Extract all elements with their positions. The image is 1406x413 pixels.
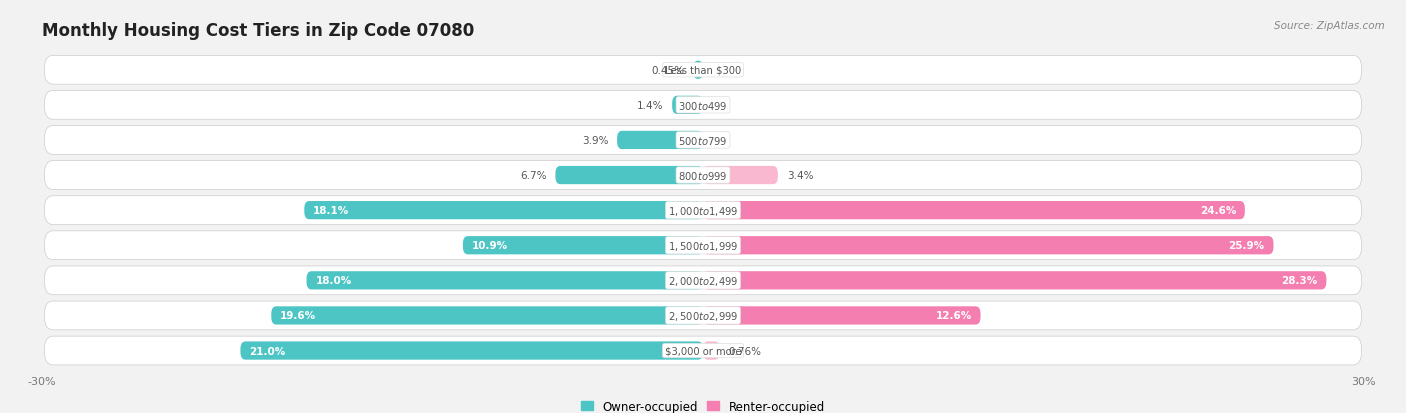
FancyBboxPatch shape — [703, 306, 980, 325]
Text: 25.9%: 25.9% — [1229, 241, 1264, 251]
FancyBboxPatch shape — [304, 202, 703, 220]
Text: 3.4%: 3.4% — [787, 171, 813, 180]
Text: Source: ZipAtlas.com: Source: ZipAtlas.com — [1274, 21, 1385, 31]
FancyBboxPatch shape — [45, 161, 1361, 190]
FancyBboxPatch shape — [45, 301, 1361, 330]
FancyBboxPatch shape — [555, 166, 703, 185]
Text: Less than $300: Less than $300 — [665, 66, 741, 76]
FancyBboxPatch shape — [45, 126, 1361, 155]
FancyBboxPatch shape — [703, 237, 1274, 255]
Text: 24.6%: 24.6% — [1199, 206, 1236, 216]
FancyBboxPatch shape — [240, 342, 703, 360]
Text: $3,000 or more: $3,000 or more — [665, 346, 741, 356]
Text: 12.6%: 12.6% — [935, 311, 972, 320]
Text: 10.9%: 10.9% — [471, 241, 508, 251]
Text: 19.6%: 19.6% — [280, 311, 316, 320]
FancyBboxPatch shape — [703, 272, 1326, 290]
Text: 0.76%: 0.76% — [728, 346, 762, 356]
Text: 3.9%: 3.9% — [582, 135, 609, 146]
Text: $1,000 to $1,499: $1,000 to $1,499 — [668, 204, 738, 217]
FancyBboxPatch shape — [45, 91, 1361, 120]
FancyBboxPatch shape — [703, 202, 1244, 220]
Legend: Owner-occupied, Renter-occupied: Owner-occupied, Renter-occupied — [576, 395, 830, 413]
Text: 18.0%: 18.0% — [315, 275, 352, 286]
FancyBboxPatch shape — [672, 97, 703, 115]
Text: $300 to $499: $300 to $499 — [678, 100, 728, 112]
Text: $1,500 to $1,999: $1,500 to $1,999 — [668, 239, 738, 252]
FancyBboxPatch shape — [307, 272, 703, 290]
Text: 28.3%: 28.3% — [1281, 275, 1317, 286]
FancyBboxPatch shape — [703, 342, 720, 360]
Text: $800 to $999: $800 to $999 — [678, 170, 728, 182]
FancyBboxPatch shape — [45, 231, 1361, 260]
Text: 6.7%: 6.7% — [520, 171, 547, 180]
FancyBboxPatch shape — [693, 62, 703, 80]
FancyBboxPatch shape — [617, 131, 703, 150]
Text: 21.0%: 21.0% — [249, 346, 285, 356]
Text: $2,500 to $2,999: $2,500 to $2,999 — [668, 309, 738, 322]
Text: Monthly Housing Cost Tiers in Zip Code 07080: Monthly Housing Cost Tiers in Zip Code 0… — [42, 22, 474, 40]
FancyBboxPatch shape — [45, 336, 1361, 365]
FancyBboxPatch shape — [45, 196, 1361, 225]
FancyBboxPatch shape — [45, 266, 1361, 295]
Text: $2,000 to $2,499: $2,000 to $2,499 — [668, 274, 738, 287]
FancyBboxPatch shape — [703, 166, 778, 185]
Text: 0.45%: 0.45% — [651, 66, 685, 76]
Text: 18.1%: 18.1% — [314, 206, 349, 216]
FancyBboxPatch shape — [463, 237, 703, 255]
FancyBboxPatch shape — [45, 56, 1361, 85]
Text: 1.4%: 1.4% — [637, 101, 664, 111]
Text: $500 to $799: $500 to $799 — [678, 135, 728, 147]
FancyBboxPatch shape — [271, 306, 703, 325]
